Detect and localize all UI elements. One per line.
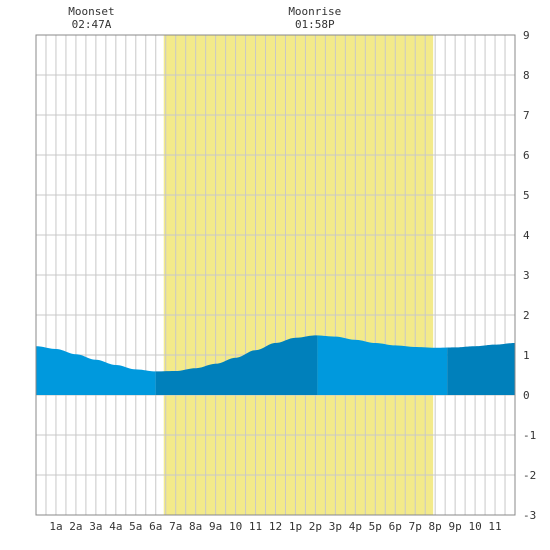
x-tick-label: 11: [249, 520, 262, 533]
y-tick-label: 2: [523, 309, 530, 322]
y-tick-label: 6: [523, 149, 530, 162]
x-tick-label: 3a: [89, 520, 102, 533]
y-tick-label: 4: [523, 229, 530, 242]
x-tick-label: 8a: [189, 520, 202, 533]
x-tick-label: 7a: [169, 520, 182, 533]
x-tick-label: 1a: [49, 520, 62, 533]
tide-area-segment-1: [36, 346, 156, 395]
x-tick-label: 5p: [369, 520, 382, 533]
tide-area-segment-2: [155, 335, 318, 395]
y-tick-label: 1: [523, 349, 530, 362]
y-tick-label: 3: [523, 269, 530, 282]
x-tick-label: 6p: [389, 520, 402, 533]
x-tick-label: 10: [468, 520, 481, 533]
x-tick-label: 11: [488, 520, 501, 533]
y-tick-label: -2: [523, 469, 536, 482]
x-tick-label: 10: [229, 520, 242, 533]
moon-event-time: 01:58P: [295, 18, 335, 31]
x-tick-label: 2p: [309, 520, 322, 533]
y-tick-label: 8: [523, 69, 530, 82]
x-tick-label: 2a: [69, 520, 82, 533]
moon-event-label: Moonrise: [288, 5, 341, 18]
y-tick-label: 7: [523, 109, 530, 122]
x-tick-label: 6a: [149, 520, 162, 533]
x-tick-label: 5a: [129, 520, 142, 533]
x-tick-label: 4p: [349, 520, 362, 533]
y-tick-label: 0: [523, 389, 530, 402]
moon-event-time: 02:47A: [72, 18, 112, 31]
x-tick-label: 9p: [449, 520, 462, 533]
x-tick-label: 1p: [289, 520, 302, 533]
tide-area-segment-4: [447, 343, 515, 395]
y-tick-label: 9: [523, 29, 530, 42]
x-tick-label: 9a: [209, 520, 222, 533]
x-tick-label: 8p: [429, 520, 442, 533]
x-tick-label: 7p: [409, 520, 422, 533]
y-tick-label: 5: [523, 189, 530, 202]
moon-event-label: Moonset: [68, 5, 114, 18]
y-tick-label: -3: [523, 509, 536, 522]
x-tick-label: 4a: [109, 520, 122, 533]
x-tick-label: 12: [269, 520, 282, 533]
plot-frame: [35, 34, 516, 516]
y-tick-label: -1: [523, 429, 536, 442]
x-tick-label: 3p: [329, 520, 342, 533]
tide-area-segment-3: [317, 335, 448, 395]
